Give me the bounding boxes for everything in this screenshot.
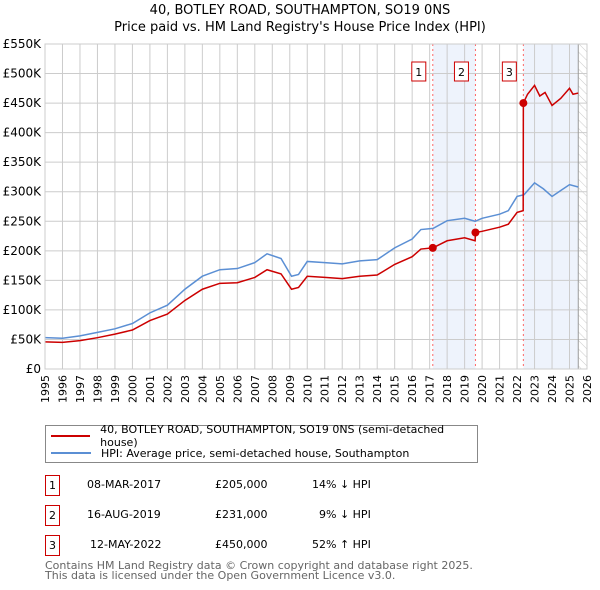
y-tick-label: £350K — [3, 155, 43, 169]
x-tick-label: 2011 — [319, 375, 332, 403]
footer-line: This data is licensed under the Open Gov… — [45, 569, 396, 582]
x-tick-label: 2008 — [266, 375, 279, 403]
legend-item-hpi: HPI: Average price, semi-detached house,… — [51, 445, 409, 461]
legend-swatch-red — [51, 435, 91, 437]
x-tick-label: 1999 — [109, 375, 122, 403]
x-tick-label: 2007 — [249, 375, 262, 403]
x-tick-label: 1996 — [56, 375, 69, 403]
sale-date: 16-AUG-2019 — [87, 508, 161, 521]
x-tick-label: 2013 — [354, 375, 367, 403]
sale-marker-label: 1 — [415, 66, 422, 79]
sale-marker-box — [411, 61, 427, 82]
legend-label: HPI: Average price, semi-detached house,… — [101, 446, 410, 460]
x-tick-label: 2024 — [546, 375, 559, 403]
forecast-hatch — [578, 44, 587, 369]
x-tick-label: 2017 — [424, 375, 437, 403]
x-tick-label: 2019 — [459, 375, 472, 403]
x-tick-label: 1997 — [74, 375, 87, 403]
sale-marker-label: 2 — [458, 66, 465, 79]
legend-item-property: 40, BOTLEY ROAD, SOUTHAMPTON, SO19 0NS (… — [51, 423, 477, 449]
legend: 40, BOTLEY ROAD, SOUTHAMPTON, SO19 0NS (… — [45, 423, 478, 463]
price-paid-line — [44, 83, 579, 344]
sale-marker-label: 3 — [506, 66, 513, 79]
x-tick-label: 2005 — [214, 375, 227, 403]
x-tick-label: 2025 — [564, 375, 577, 403]
plot-area: 1995 1996 1997 1998 1999 2000 2001 2002 2003 2004… — [3, 37, 594, 403]
footer: Contains HM Land Registry data © Crown c… — [45, 559, 473, 582]
sale-date: 08-MAR-2017 — [87, 478, 162, 491]
x-tick-label: 2003 — [179, 375, 192, 403]
y-tick-label: £150K — [3, 273, 43, 287]
chart-subtitle: Price paid vs. HM Land Registry's House … — [114, 20, 486, 35]
x-tick-label: 2009 — [284, 375, 297, 403]
hpi-line — [44, 181, 579, 340]
shaded-period — [432, 44, 476, 369]
y-tick-label: £400K — [3, 126, 43, 140]
y-tick-label: £250K — [3, 214, 43, 228]
y-tick-label: £50K — [10, 332, 42, 346]
y-tick-label: £500K — [3, 67, 43, 81]
x-tick-label: 2010 — [301, 375, 314, 403]
shaded-period — [523, 44, 579, 369]
x-tick-label: 1998 — [91, 375, 104, 403]
sale-marker-box — [453, 61, 469, 82]
plot-border — [44, 43, 588, 370]
y-tick-label: £550K — [3, 37, 43, 51]
sale-point — [519, 99, 528, 108]
x-tick-label: 2014 — [371, 375, 384, 403]
y-tick-label: £0 — [26, 362, 41, 376]
x-tick-label: 2004 — [196, 375, 209, 403]
sale-marker-label: 1 — [45, 475, 60, 496]
x-tick-label: 2020 — [476, 375, 489, 403]
x-tick-label: 2006 — [231, 375, 244, 403]
x-tick-label: 2012 — [336, 375, 349, 403]
sale-hpi: 52% ↑ HPI — [312, 538, 371, 551]
x-tick-label: 2021 — [494, 375, 507, 403]
sale-marker-label: 3 — [45, 535, 60, 556]
x-tick-label: 2001 — [144, 375, 157, 403]
x-tick-label: 2015 — [389, 375, 402, 403]
sale-price: £450,000 — [215, 538, 268, 551]
sale-marker-label: 2 — [45, 505, 60, 526]
y-tick-label: £200K — [3, 244, 43, 258]
sale-row: 1 08-MAR-2017 £205,000 14% ↓ HPI — [45, 475, 445, 497]
y-tick-label: £300K — [3, 185, 43, 199]
x-tick-label: 2023 — [529, 375, 542, 403]
sale-point — [428, 243, 437, 252]
x-tick-label: 2022 — [511, 375, 524, 403]
chart-title: 40, BOTLEY ROAD, SOUTHAMPTON, SO19 0NS — [149, 3, 451, 18]
sale-date: 12-MAY-2022 — [90, 538, 162, 551]
sale-price: £231,000 — [215, 508, 268, 521]
x-tick-label: 1995 — [39, 375, 52, 403]
footer-line: Contains HM Land Registry data © Crown c… — [45, 559, 473, 572]
legend-swatch-blue — [51, 452, 91, 454]
sale-point — [471, 228, 480, 237]
sale-row: 3 12-MAY-2022 £450,000 52% ↑ HPI — [45, 535, 445, 557]
sale-hpi: 9% ↓ HPI — [319, 508, 371, 521]
x-tick-label: 2026 — [581, 375, 594, 403]
x-tick-label: 2000 — [126, 375, 139, 403]
x-tick-label: 2002 — [161, 375, 174, 403]
sale-row: 2 16-AUG-2019 £231,000 9% ↓ HPI — [45, 505, 445, 527]
x-tick-label: 2016 — [406, 375, 419, 403]
y-tick-label: £100K — [3, 303, 43, 317]
legend-label: 40, BOTLEY ROAD, SOUTHAMPTON, SO19 0NS (… — [100, 423, 445, 449]
sale-price: £205,000 — [215, 478, 268, 491]
sale-marker-box — [501, 61, 517, 82]
sale-hpi: 14% ↓ HPI — [312, 478, 371, 491]
y-tick-label: £450K — [3, 96, 43, 110]
x-tick-label: 2018 — [441, 375, 454, 403]
